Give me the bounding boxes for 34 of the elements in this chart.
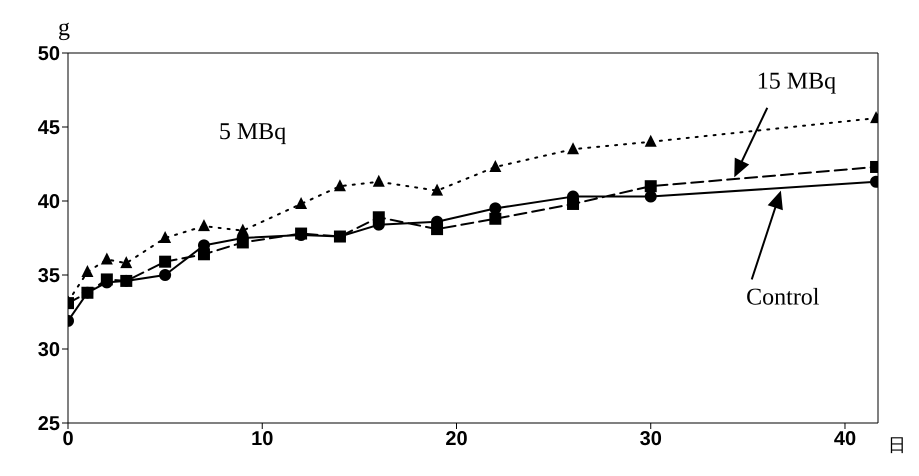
x-tick-label: 20 <box>445 428 468 450</box>
annotation: Control <box>746 284 820 311</box>
point <box>372 174 385 187</box>
x-axis-title: 日 <box>888 435 906 456</box>
point <box>295 196 308 209</box>
point <box>120 256 132 268</box>
point <box>159 269 172 281</box>
point <box>159 256 172 268</box>
point <box>644 180 657 192</box>
point <box>100 252 113 264</box>
point <box>644 190 657 203</box>
x-tick-label: 10 <box>251 428 274 450</box>
y-axis-title: g <box>58 15 70 41</box>
y-tick-label: 50 <box>38 43 60 66</box>
x-tick-label: 30 <box>640 428 662 450</box>
annotation: 15 MBq <box>756 68 836 95</box>
x-tick-label: 40 <box>834 428 856 450</box>
annotation: 5 MBq <box>218 118 286 145</box>
point <box>489 212 502 225</box>
y-tick-label: 30 <box>38 339 60 362</box>
point <box>159 231 172 243</box>
point <box>489 202 502 214</box>
x-tick-label: 0 <box>62 428 74 450</box>
point <box>198 219 210 232</box>
point <box>644 134 657 147</box>
point <box>489 160 502 172</box>
point <box>431 184 444 196</box>
y-tick-label: 45 <box>38 117 60 140</box>
y-tick-label: 35 <box>38 265 60 288</box>
point <box>567 142 580 154</box>
y-tick-label: 40 <box>38 191 60 214</box>
point <box>334 179 346 192</box>
point <box>81 265 94 278</box>
y-tick-label: 25 <box>38 413 60 436</box>
